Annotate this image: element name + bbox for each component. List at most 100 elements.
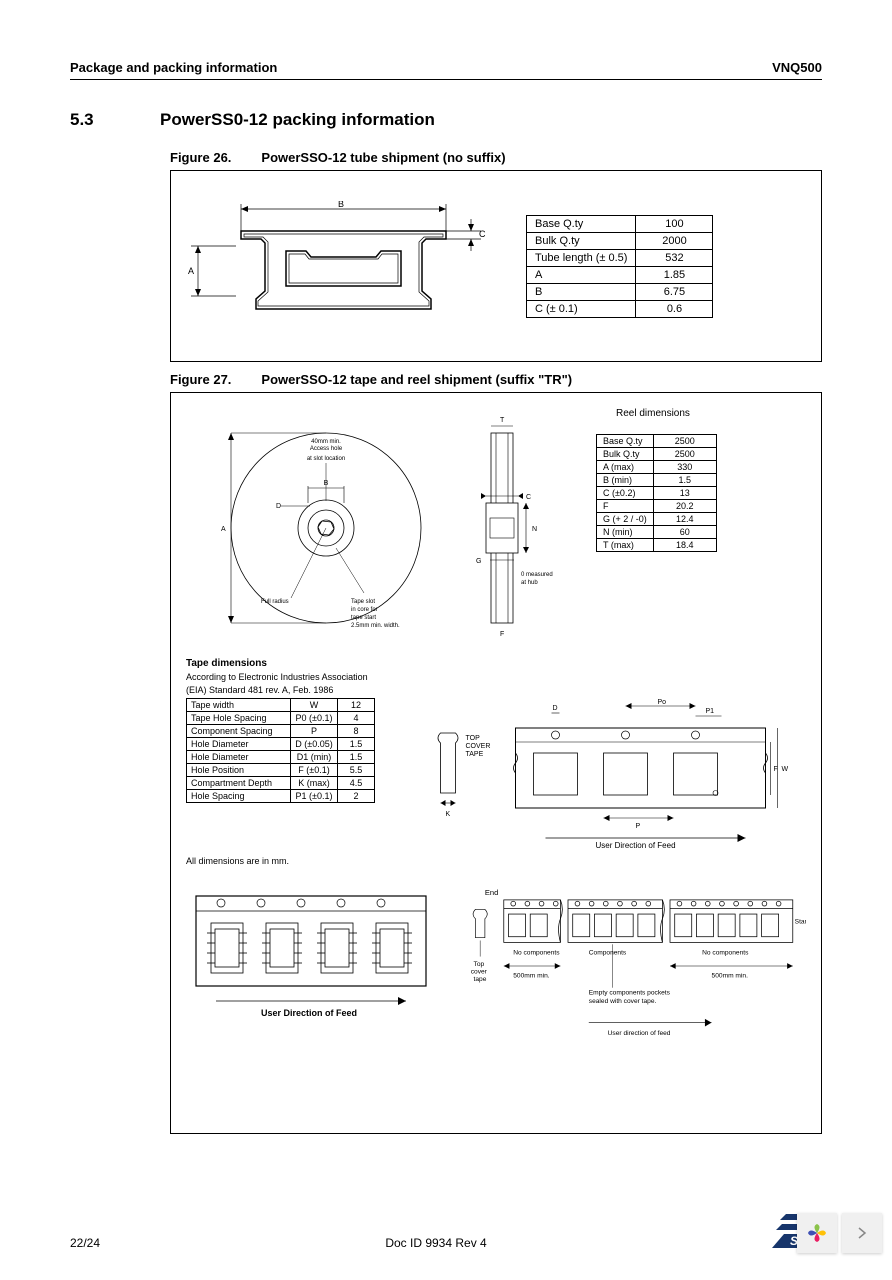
- header-right: VNQ500: [772, 60, 822, 75]
- svg-text:sealed with cover tape.: sealed with cover tape.: [589, 998, 657, 1005]
- table-row: A1.85: [527, 266, 713, 283]
- tape-table: Tape widthW12 Tape Hole SpacingP0 (±0.1)…: [186, 698, 375, 803]
- table-row: Compartment DepthK (max)4.5: [187, 777, 375, 790]
- svg-text:TOP: TOP: [466, 735, 481, 742]
- svg-text:No components: No components: [702, 950, 749, 957]
- svg-text:Po: Po: [658, 699, 667, 706]
- reel-side-drawing: T C N G 0 measured at hub: [466, 408, 556, 638]
- svg-text:TAPE: TAPE: [466, 751, 484, 758]
- svg-text:2.5mm min. width.: 2.5mm min. width.: [351, 623, 400, 629]
- reel-dim-title: Reel dimensions: [616, 408, 806, 419]
- table-row: Component SpacingP8: [187, 725, 375, 738]
- fig27-label: Figure 27.: [170, 372, 231, 387]
- table-row: Bulk Q.ty2000: [527, 232, 713, 249]
- page-number: 22/24: [70, 1236, 100, 1250]
- table-row: G (+ 2 / -0)12.4: [597, 513, 717, 526]
- table-row: N (min)60: [597, 526, 717, 539]
- page-footer: 22/24 Doc ID 9934 Rev 4 ST: [70, 1212, 822, 1250]
- tape-dim-title: Tape dimensions: [186, 658, 806, 669]
- svg-text:P1: P1: [706, 708, 715, 715]
- fig26-title: PowerSSO-12 tube shipment (no suffix): [261, 150, 505, 165]
- svg-text:in core for: in core for: [351, 607, 378, 613]
- figure27-box: B D A 40mm min. Access hole at slot loca…: [170, 392, 822, 1134]
- table-row: B (min)1.5: [597, 474, 717, 487]
- table-row: Base Q.ty2500: [597, 435, 717, 448]
- fig26-label: Figure 26.: [170, 150, 231, 165]
- figure26-caption: Figure 26. PowerSSO-12 tube shipment (no…: [170, 150, 822, 165]
- svg-text:User direction of feed: User direction of feed: [608, 1030, 671, 1037]
- svg-text:500mm min.: 500mm min.: [712, 972, 749, 979]
- header-left: Package and packing information: [70, 60, 277, 75]
- svg-text:tape: tape: [474, 976, 487, 983]
- section-number: 5.3: [70, 110, 130, 130]
- section-heading: 5.3 PowerSS0-12 packing information: [70, 110, 822, 130]
- dimensions-note: All dimensions are in mm.: [186, 856, 806, 866]
- page-header: Package and packing information VNQ500: [70, 60, 822, 80]
- fig27-title: PowerSSO-12 tape and reel shipment (suff…: [261, 372, 572, 387]
- feed-drawing-2: End Top cover tape: [466, 881, 806, 1051]
- flower-icon[interactable]: [797, 1213, 837, 1253]
- feed-dir-label: User Direction of Feed: [261, 1008, 357, 1018]
- table-row: C (±0.2)13: [597, 487, 717, 500]
- table-row: C (± 0.1)0.6: [527, 300, 713, 317]
- svg-text:No components: No components: [513, 950, 560, 957]
- svg-text:Access hole: Access hole: [310, 446, 343, 452]
- tape-sub2: (EIA) Standard 481 rev. A, Feb. 1986: [186, 685, 806, 695]
- fig26-table: Base Q.ty100 Bulk Q.ty2000 Tube length (…: [526, 215, 713, 318]
- svg-text:P: P: [636, 823, 641, 830]
- section-title: PowerSS0-12 packing information: [160, 110, 435, 130]
- svg-text:at hub: at hub: [521, 580, 538, 586]
- svg-text:T: T: [500, 417, 505, 424]
- svg-text:Top: Top: [474, 961, 485, 968]
- feed-label: User Direction of Feed: [596, 841, 676, 848]
- tape-drawing: TOP COVER TAPE K: [395, 698, 806, 848]
- doc-id: Doc ID 9934 Rev 4: [385, 1236, 486, 1250]
- viewer-controls: [797, 1213, 882, 1253]
- dim-a: A: [188, 266, 194, 276]
- reel-drawing: B D A 40mm min. Access hole at slot loca…: [186, 408, 446, 638]
- table-row: T (max)18.4: [597, 539, 717, 552]
- tube-drawing: B C A: [186, 201, 486, 331]
- reel-table: Base Q.ty2500 Bulk Q.ty2500 A (max)330 B…: [596, 434, 717, 552]
- svg-text:COVER: COVER: [466, 743, 491, 750]
- svg-text:End: End: [485, 888, 498, 897]
- table-row: A (max)330: [597, 461, 717, 474]
- table-row: Tube length (± 0.5)532: [527, 249, 713, 266]
- table-row: B6.75: [527, 283, 713, 300]
- dim-b: B: [338, 201, 344, 209]
- svg-text:F: F: [500, 631, 504, 638]
- table-row: Hole PositionF (±0.1)5.5: [187, 764, 375, 777]
- access-label: 40mm min.: [311, 439, 341, 445]
- svg-text:N: N: [532, 526, 537, 533]
- figure26-box: B C A Base Q.ty10: [170, 170, 822, 362]
- svg-text:500mm min.: 500mm min.: [513, 972, 550, 979]
- feed-drawing: User Direction of Feed: [186, 881, 436, 1021]
- svg-text:tape start: tape start: [351, 615, 376, 621]
- chevron-right-icon[interactable]: [842, 1213, 882, 1253]
- dim-c: C: [479, 229, 486, 239]
- svg-text:at slot location: at slot location: [307, 456, 345, 462]
- svg-text:A: A: [221, 526, 226, 533]
- figure27-caption: Figure 27. PowerSSO-12 tape and reel shi…: [170, 372, 822, 387]
- svg-text:D: D: [276, 503, 281, 510]
- svg-text:0 measured: 0 measured: [521, 572, 553, 578]
- svg-text:D: D: [553, 705, 558, 712]
- svg-text:Empty components pockets: Empty components pockets: [589, 989, 671, 996]
- svg-text:W: W: [782, 766, 789, 773]
- svg-text:G: G: [476, 558, 481, 565]
- svg-text:F: F: [774, 766, 778, 773]
- svg-text:K: K: [446, 811, 451, 818]
- svg-text:Start: Start: [795, 919, 806, 926]
- table-row: Hole DiameterD1 (min)1.5: [187, 751, 375, 764]
- svg-text:Full radius: Full radius: [261, 599, 289, 605]
- svg-text:Components: Components: [589, 950, 627, 957]
- table-row: Base Q.ty100: [527, 215, 713, 232]
- table-row: F20.2: [597, 500, 717, 513]
- table-row: Bulk Q.ty2500: [597, 448, 717, 461]
- tape-sub1: According to Electronic Industries Assoc…: [186, 672, 806, 682]
- table-row: Tape Hole SpacingP0 (±0.1)4: [187, 712, 375, 725]
- svg-text:C: C: [526, 494, 531, 501]
- table-row: Hole SpacingP1 (±0.1)2: [187, 790, 375, 803]
- svg-text:cover: cover: [471, 969, 488, 976]
- table-row: Tape widthW12: [187, 699, 375, 712]
